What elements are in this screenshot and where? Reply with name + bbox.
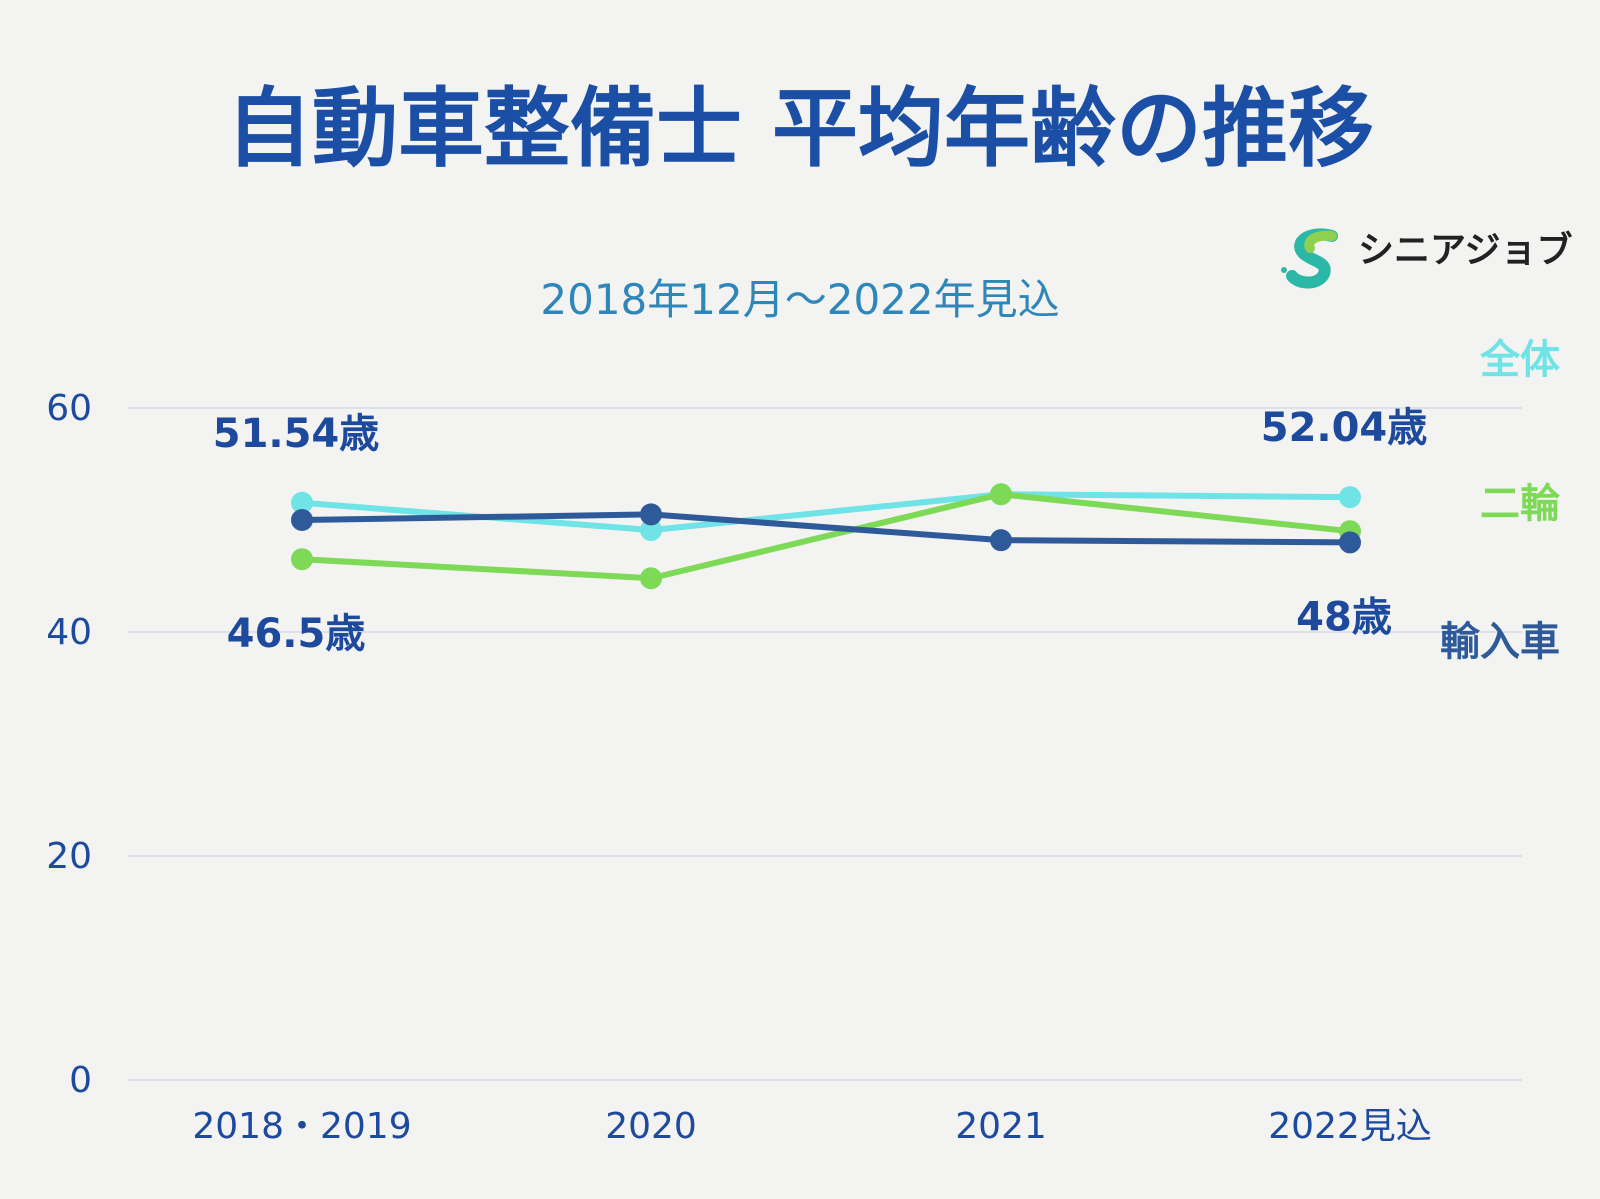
- data-point: [640, 519, 662, 542]
- series-lines: [291, 483, 1361, 590]
- data-label: 52.04歳: [1261, 405, 1428, 451]
- data-point: [990, 529, 1012, 552]
- legend-item: 全体: [1479, 337, 1560, 383]
- y-tick-label: 60: [46, 388, 92, 429]
- data-point: [640, 503, 662, 526]
- data-point: [1339, 531, 1361, 554]
- x-tick-label: 2020: [605, 1106, 697, 1147]
- data-annotations: 51.54歳 52.04歳 46.5歳 48歳: [213, 405, 1428, 657]
- data-label: 51.54歳: [213, 411, 380, 457]
- x-axis-ticks: 2018・2019 2020 2021 2022見込: [192, 1106, 1431, 1147]
- chart-title: 自動車整備士 平均年齢の推移: [226, 79, 1374, 179]
- data-point: [291, 491, 313, 514]
- grid-lines: [128, 407, 1522, 1081]
- data-label: 48歳: [1296, 594, 1392, 640]
- x-tick-label: 2021: [955, 1106, 1047, 1147]
- logo-text: シニアジョブ: [1358, 229, 1573, 271]
- legend-item: 二輪: [1480, 481, 1560, 527]
- chart-subtitle: 2018年12月～2022年見込: [540, 275, 1059, 324]
- data-point: [1339, 486, 1361, 509]
- series-1: [291, 483, 1361, 542]
- series-line: [299, 491, 1353, 582]
- y-axis-ticks: 0 20 40 60: [46, 388, 92, 1101]
- logo: シニアジョブ: [1281, 228, 1573, 289]
- y-tick-label: 0: [69, 1060, 92, 1101]
- legend-item: 輸入車: [1440, 619, 1560, 665]
- x-tick-label: 2018・2019: [192, 1106, 411, 1147]
- series-3: [291, 503, 1361, 554]
- series-line: [299, 511, 1353, 546]
- y-tick-label: 20: [46, 836, 92, 877]
- data-point: [640, 567, 662, 590]
- logo-s-icon: [1281, 228, 1338, 289]
- series-2: [291, 483, 1361, 590]
- data-point: [990, 483, 1012, 506]
- data-point: [291, 509, 313, 531]
- y-tick-label: 40: [46, 612, 92, 653]
- data-label: 46.5歳: [227, 611, 366, 657]
- data-point: [291, 548, 313, 571]
- x-tick-label: 2022見込: [1268, 1106, 1432, 1147]
